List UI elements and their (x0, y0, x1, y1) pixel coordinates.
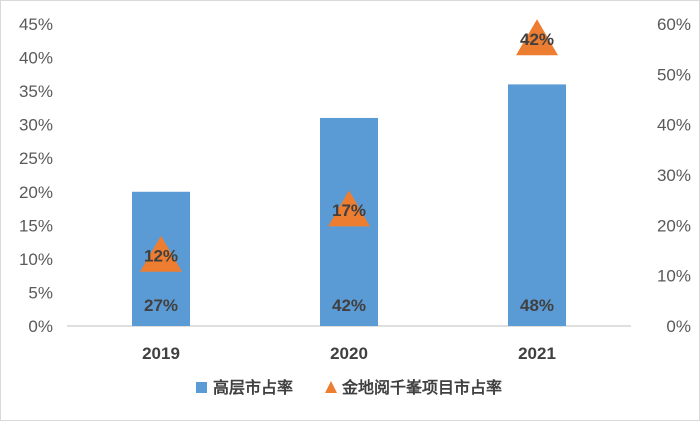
legend-label-triangle: 金地阅千峯项目市占率 (341, 378, 502, 397)
data-labels-layer: 27% 42% 48% 12% 17% 42% (144, 30, 554, 315)
y-left-tick-label: 10% (19, 250, 53, 269)
y-left-tick-label: 30% (19, 116, 53, 135)
y-left-tick-label: 5% (28, 283, 53, 302)
y-left-tick-label: 20% (19, 183, 53, 202)
bar-data-label: 27% (144, 296, 178, 315)
triangle-marker (140, 235, 182, 272)
y-right-tick-label: 40% (657, 116, 691, 135)
y-right-tick-label: 10% (657, 267, 691, 286)
bar-data-label: 42% (332, 296, 366, 315)
bar-data-label: 48% (520, 296, 554, 315)
bar (508, 84, 566, 327)
y-left-tick-label: 45% (19, 15, 53, 34)
y-right-tick-label: 50% (657, 65, 691, 84)
y-right-tick-label: 20% (657, 216, 691, 235)
y-right-tick-label: 60% (657, 15, 691, 34)
x-tick-label: 2019 (142, 344, 180, 363)
markers-layer (140, 19, 558, 272)
y-left-tick-label: 35% (19, 82, 53, 101)
marker-data-label: 42% (520, 30, 554, 49)
triangle-marker (516, 19, 558, 56)
x-tick-label: 2020 (330, 344, 368, 363)
y-left-tick-label: 25% (19, 149, 53, 168)
legend-swatch-triangle (325, 381, 337, 393)
legend-swatch-bar (196, 382, 207, 393)
y-left-tick-label: 0% (28, 317, 53, 336)
marker-data-label: 17% (332, 201, 366, 220)
y-left-tick-label: 15% (19, 216, 53, 235)
y-right-tick-label: 30% (657, 166, 691, 185)
triangle-marker (328, 190, 370, 227)
legend: 高层市占率 金地阅千峯项目市占率 (196, 378, 502, 397)
marker-data-label: 12% (144, 247, 178, 266)
legend-label-bar: 高层市占率 (213, 378, 293, 397)
x-tick-label: 2021 (518, 344, 556, 363)
y-left-tick-label: 40% (19, 49, 53, 68)
y-right-tick-label: 0% (666, 317, 691, 336)
